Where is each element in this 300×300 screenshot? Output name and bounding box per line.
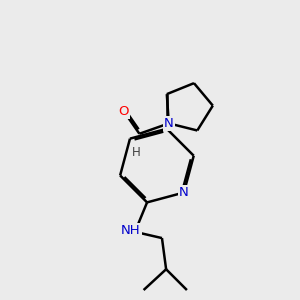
Text: O: O <box>118 105 129 118</box>
Text: N: N <box>164 117 174 130</box>
Text: H: H <box>132 146 140 159</box>
Text: NH: NH <box>121 224 141 237</box>
Text: N: N <box>179 186 189 199</box>
